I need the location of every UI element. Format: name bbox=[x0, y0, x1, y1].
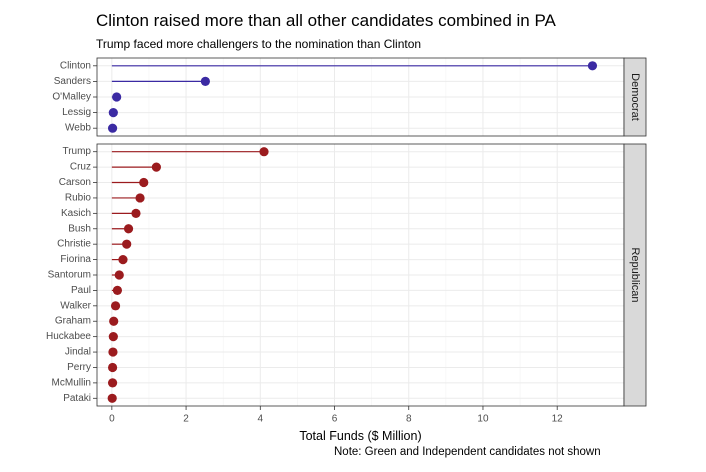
x-tick-label: 2 bbox=[183, 414, 189, 425]
y-tick-label: Perry bbox=[67, 362, 91, 373]
lollipop-point bbox=[108, 347, 118, 357]
lollipop-point bbox=[107, 123, 118, 133]
lollipop-point bbox=[131, 208, 141, 218]
lollipop-point bbox=[107, 378, 118, 388]
lollipop-point bbox=[110, 301, 121, 311]
lollipop-point bbox=[108, 108, 118, 118]
y-tick-label: Huckabee bbox=[46, 331, 91, 342]
y-tick-label: Carson bbox=[59, 177, 91, 188]
y-tick-label: Graham bbox=[55, 316, 91, 327]
facet-label: Democrat bbox=[629, 73, 641, 121]
y-tick-label: Walker bbox=[60, 300, 91, 311]
y-tick-label: Rubio bbox=[65, 192, 92, 203]
y-tick-label: Santorum bbox=[48, 270, 91, 281]
chart-subtitle: Trump faced more challengers to the nomi… bbox=[96, 37, 422, 51]
y-tick-label: Kasich bbox=[61, 208, 91, 219]
x-tick-label: 6 bbox=[332, 414, 338, 425]
lollipop-point bbox=[139, 177, 149, 188]
y-tick-label: Trump bbox=[62, 146, 91, 157]
chart-note: Note: Green and Independent candidates n… bbox=[334, 446, 601, 458]
y-tick-label: Lessig bbox=[62, 107, 91, 118]
y-tick-label: Sanders bbox=[54, 76, 91, 87]
lollipop-point bbox=[587, 61, 598, 71]
y-tick-label: O'Malley bbox=[52, 92, 91, 103]
y-tick-label: Clinton bbox=[60, 60, 91, 71]
chart-title: Clinton raised more than all other candi… bbox=[96, 11, 556, 30]
y-tick-label: Webb bbox=[65, 123, 91, 134]
lollipop-point bbox=[107, 393, 117, 403]
x-tick-label: 0 bbox=[109, 414, 115, 425]
y-tick-label: Christie bbox=[57, 239, 91, 250]
lollipop-point bbox=[135, 193, 145, 203]
facet-strip bbox=[623, 57, 647, 137]
x-tick-label: 12 bbox=[552, 414, 564, 425]
facet-strip bbox=[623, 143, 647, 407]
lollipop-point bbox=[118, 254, 128, 265]
lollipop-point bbox=[122, 239, 132, 249]
x-axis-title: Total Funds ($ Million) bbox=[299, 429, 421, 443]
y-tick-label: Fiorina bbox=[60, 254, 91, 265]
lollipop-point bbox=[123, 224, 134, 234]
x-tick-label: 8 bbox=[406, 414, 412, 425]
y-tick-label: Bush bbox=[68, 223, 91, 234]
y-tick-label: Paul bbox=[71, 285, 91, 296]
x-tick-label: 4 bbox=[258, 414, 264, 425]
lollipop-point bbox=[114, 270, 124, 280]
y-tick-label: Pataki bbox=[63, 393, 91, 404]
y-tick-label: McMullin bbox=[52, 377, 91, 388]
lollipop-point bbox=[200, 76, 210, 86]
lollipop-point bbox=[112, 92, 122, 102]
x-tick-label: 10 bbox=[477, 414, 489, 425]
y-tick-label: Cruz bbox=[70, 162, 91, 173]
lollipop-point bbox=[259, 147, 269, 157]
lollipop-point bbox=[107, 362, 118, 373]
facet-label: Republican bbox=[629, 247, 641, 302]
lollipop-point bbox=[151, 162, 161, 172]
lollipop-point bbox=[109, 316, 119, 326]
y-tick-label: Jindal bbox=[65, 347, 91, 358]
lollipop-point bbox=[108, 332, 118, 342]
lollipop-point bbox=[112, 285, 123, 296]
